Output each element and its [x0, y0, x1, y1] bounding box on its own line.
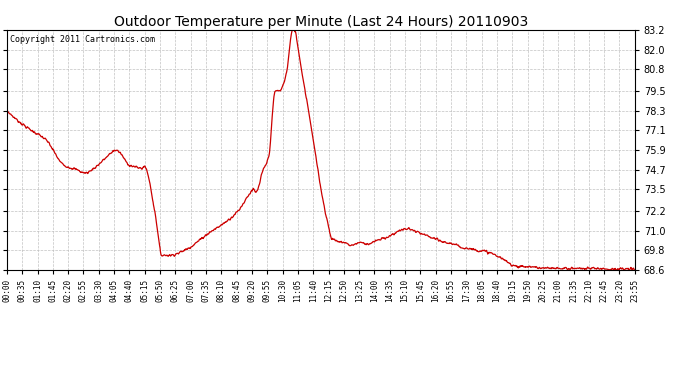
Text: Copyright 2011 Cartronics.com: Copyright 2011 Cartronics.com — [10, 35, 155, 44]
Title: Outdoor Temperature per Minute (Last 24 Hours) 20110903: Outdoor Temperature per Minute (Last 24 … — [114, 15, 528, 29]
